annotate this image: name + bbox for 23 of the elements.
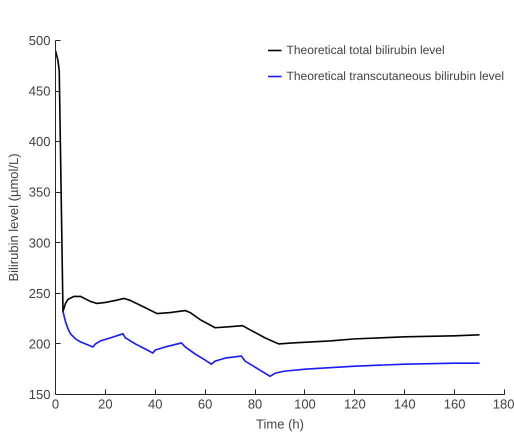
x-tick-label: 100 — [294, 396, 316, 412]
line-series — [62, 310, 480, 378]
y-tick-label: 150 — [28, 387, 51, 402]
x-axis-title: Time (h) — [256, 416, 304, 432]
x-tick-label: 20 — [98, 396, 113, 412]
x-tick-label: 40 — [148, 396, 163, 412]
legend-label: Theoretical transcutaneous bilirubin level — [286, 69, 504, 83]
x-tick-label: 120 — [344, 396, 366, 412]
y-tick-label: 400 — [28, 134, 51, 150]
x-tick-label: 180 — [492, 396, 514, 412]
x-tick-label: 140 — [394, 396, 416, 412]
y-tick-label: 200 — [28, 336, 51, 352]
legend-label: Theoretical total bilirubin level — [286, 43, 445, 57]
x-tick-label: 0 — [52, 396, 60, 412]
y-axis-title: Bilirubin level (µmol/L) — [6, 153, 21, 282]
y-tick-label: 500 — [28, 33, 51, 48]
x-tick-label: 80 — [248, 396, 262, 412]
y-tick-label: 250 — [28, 286, 51, 301]
y-tick-label: 450 — [28, 84, 51, 99]
x-tick-label: 160 — [444, 396, 466, 412]
x-tick-label: 60 — [198, 396, 212, 412]
y-tick-label: 300 — [28, 235, 51, 250]
y-tick-label: 350 — [28, 184, 51, 200]
